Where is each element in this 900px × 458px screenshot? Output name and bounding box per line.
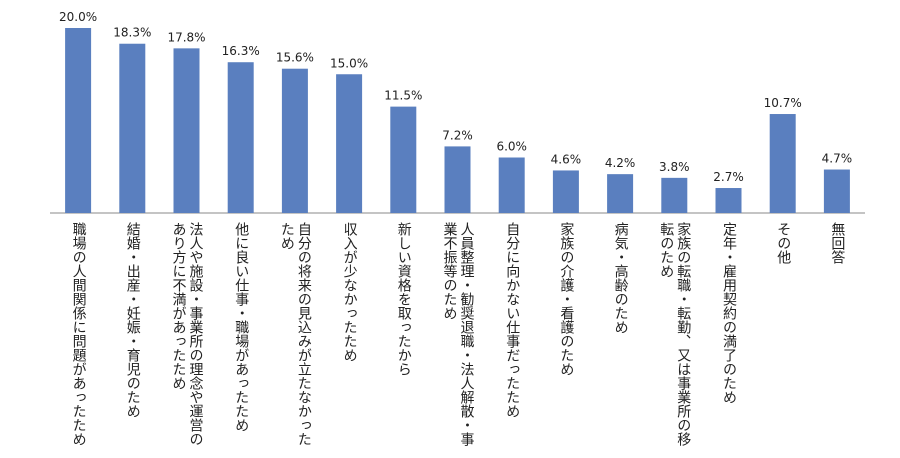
value-label: 6.0%	[496, 140, 527, 154]
bar	[227, 62, 254, 213]
x-tick-label: 家族の介護・看護のため	[558, 222, 575, 376]
bar	[281, 68, 308, 213]
bar	[336, 74, 363, 213]
x-tick-label: 家族の転職・転勤、又は事業所の移転のため	[658, 222, 692, 446]
value-label: 7.2%	[442, 128, 473, 142]
bar	[173, 48, 200, 213]
x-tick-label: 他に良い仕事・職場があったため	[233, 222, 250, 432]
bar	[390, 106, 417, 213]
value-label: 15.6%	[276, 51, 314, 65]
x-tick-label: 結婚・出産・妊娠・育児のため	[124, 222, 141, 418]
bar	[119, 43, 146, 213]
value-label: 3.8%	[659, 160, 690, 174]
value-label: 2.7%	[713, 170, 744, 184]
bar	[65, 28, 92, 213]
x-tick-label: 収入が少なかったため	[341, 222, 358, 362]
value-label: 17.8%	[167, 30, 205, 44]
bar	[607, 174, 634, 213]
value-label: 11.5%	[384, 89, 422, 103]
value-label: 4.2%	[605, 156, 636, 170]
bar	[715, 188, 742, 213]
x-tick-label: 職場の人間関係に問題があったため	[70, 222, 87, 446]
bar	[823, 169, 850, 213]
x-tick-label: 無回答	[829, 222, 846, 264]
bar	[769, 114, 796, 213]
value-label: 16.3%	[222, 44, 260, 58]
value-label: 4.6%	[551, 152, 582, 166]
x-tick-label: 定年・雇用契約の満了のため	[721, 222, 737, 404]
value-label: 10.7%	[764, 96, 802, 110]
bar	[444, 146, 471, 213]
value-label: 4.7%	[822, 152, 853, 166]
x-tick-label: 法人や施設・事業所の理念や運営のあり方に不満があったため	[170, 222, 204, 446]
x-tick-label: 自分の将来の見込みが立たなかったため	[278, 222, 312, 446]
x-tick-label: 自分に向かない仕事だったため	[504, 222, 521, 418]
bar	[498, 157, 525, 213]
x-tick-label: 新しい資格を取ったから	[395, 222, 412, 376]
bar	[552, 170, 579, 213]
x-tick-label: 人員整理・勧奨退職・法人解散・事業不振等のため	[441, 222, 475, 446]
x-tick-label: その他	[775, 222, 792, 264]
value-label: 20.0%	[59, 10, 97, 24]
value-label: 18.3%	[113, 26, 151, 40]
x-tick-label: 病気・高齢のため	[612, 222, 629, 334]
bar	[661, 177, 688, 213]
value-label: 15.0%	[330, 56, 368, 70]
